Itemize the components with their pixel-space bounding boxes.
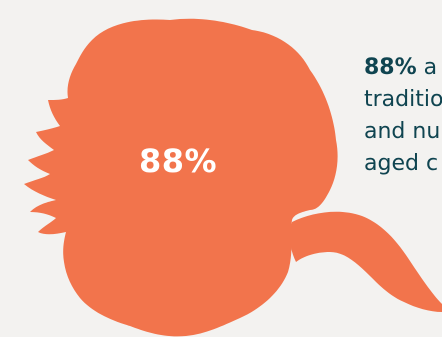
caption-line-4: aged c: [364, 151, 439, 176]
stat-caption: 88% a traditio and nu aged c: [364, 52, 442, 180]
caption-line-2: traditio: [364, 87, 442, 112]
scarf-blob: [289, 211, 442, 312]
caption-highlight: 88%: [364, 55, 417, 80]
head-blob: [24, 18, 338, 337]
caption-line-1: 88% a: [364, 52, 442, 84]
caption-line-3: and nu: [364, 119, 441, 144]
caption-line-1-rest: a: [416, 55, 438, 80]
center-stat-value: 88%: [138, 142, 218, 180]
